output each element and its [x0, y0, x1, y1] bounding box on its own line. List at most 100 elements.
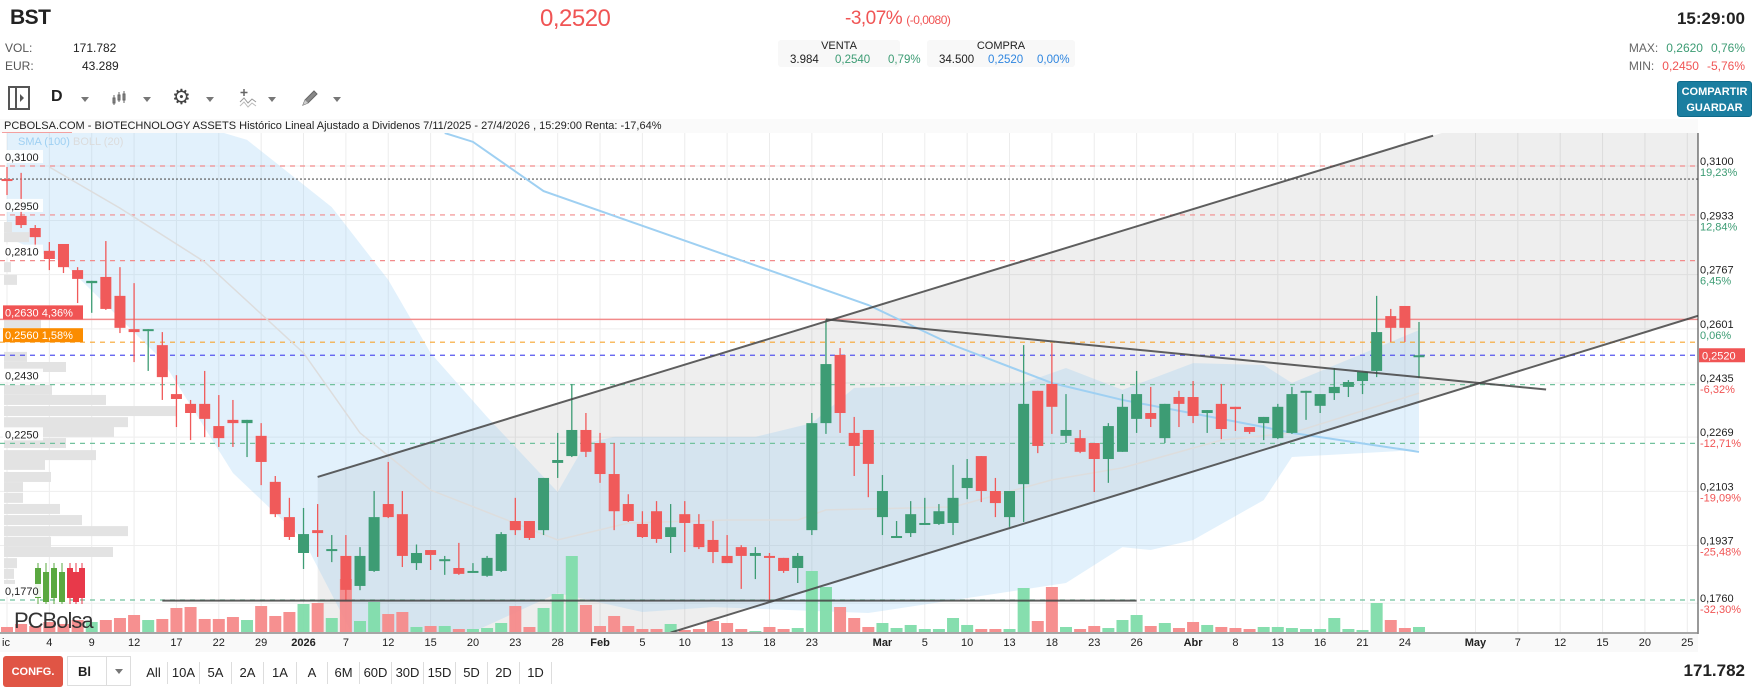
volume-bar [975, 629, 988, 632]
volume-bar [509, 606, 522, 632]
volume-bar [113, 618, 126, 632]
candle [1342, 380, 1354, 398]
chart-type-select[interactable]: Bl [67, 656, 131, 686]
range-button-a[interactable]: A [297, 662, 328, 684]
volume-bar [579, 604, 592, 632]
candle [608, 443, 620, 531]
candle [552, 432, 564, 478]
pencil-icon[interactable] [300, 88, 320, 113]
range-button-1d[interactable]: 1D [520, 662, 552, 684]
candle-body [594, 443, 606, 475]
candle-body [298, 534, 310, 553]
volume-value: 171.782 [72, 41, 117, 55]
volume-bar [43, 621, 56, 632]
x-axis-label: 17 [170, 637, 182, 649]
range-button-2a[interactable]: 2A [232, 662, 264, 684]
range-button-15d[interactable]: 15D [424, 662, 456, 684]
config-button[interactable]: CONFG. [3, 656, 63, 687]
indicators-icon[interactable] [238, 88, 258, 113]
candle [594, 432, 606, 483]
candle [382, 461, 394, 519]
volume-profile-bar [4, 568, 14, 579]
euro-value: 43.289 [81, 59, 119, 73]
chevron-down-icon[interactable] [115, 669, 123, 674]
chart-title: PCBOLSA.COM - BIOTECHNOLOGY ASSETS Histó… [0, 119, 1698, 133]
period-selector[interactable]: D [51, 88, 63, 105]
range-button-6m[interactable]: 6M [328, 662, 360, 684]
share-save-button[interactable]: COMPARTIR GUARDAR [1677, 81, 1752, 117]
volume-bar [156, 618, 169, 632]
candle [891, 521, 903, 539]
level-label-box [3, 305, 83, 320]
range-button-5a[interactable]: 5A [200, 662, 232, 684]
level-label: 0,3100 [5, 152, 39, 164]
indicators-chevron-down-icon[interactable] [268, 97, 276, 102]
candle-body [707, 539, 719, 553]
range-button-60d[interactable]: 60D [360, 662, 392, 684]
y-axis-label: 0,2435 [1700, 373, 1734, 385]
settings-chevron-down-icon[interactable] [206, 97, 214, 102]
volume-bar [438, 626, 451, 632]
candle [693, 514, 705, 550]
x-axis-label: 29 [255, 637, 267, 649]
volume-bar [622, 626, 635, 632]
volume-bar [551, 593, 564, 632]
candlestick-icon[interactable] [111, 89, 129, 112]
candle [100, 241, 112, 310]
candle [1004, 490, 1016, 527]
volume-bar [184, 607, 197, 632]
level-label-bg [3, 150, 43, 163]
volume-bar [749, 631, 762, 632]
range-button-30d[interactable]: 30D [392, 662, 424, 684]
candle-body [735, 547, 747, 556]
min-pct: -5,76% [1706, 59, 1745, 73]
gear-icon[interactable]: ⚙ [172, 86, 191, 109]
volume-profile-bar [4, 547, 113, 558]
candle-body [213, 426, 225, 439]
candle-body [1244, 427, 1256, 432]
candle [1116, 394, 1128, 452]
candle [1060, 394, 1072, 444]
candle-body [170, 394, 182, 399]
volume-profile-bar [4, 222, 12, 233]
candle-body [156, 345, 168, 378]
range-button-1a[interactable]: 1A [264, 662, 297, 684]
candle-body [919, 522, 931, 525]
candle-body [1004, 490, 1016, 518]
legend-sma[interactable]: SMA (100) [18, 136, 70, 148]
volume-bar [354, 620, 366, 632]
volume-bar [608, 615, 621, 632]
candle-body [57, 243, 69, 268]
volume-profile-bar [4, 492, 23, 503]
candle [580, 413, 592, 458]
candle-body [1131, 394, 1143, 419]
range-button-all[interactable]: All [140, 662, 168, 684]
range-button-5d[interactable]: 5D [456, 662, 488, 684]
volume-bar [1201, 624, 1214, 632]
x-axis-label: 15 [1596, 637, 1608, 649]
panel-toggle-icon[interactable] [8, 86, 30, 110]
range-button-2d[interactable]: 2D [488, 662, 520, 684]
range-button-10a[interactable]: 10A [168, 662, 200, 684]
volume-bar [565, 556, 578, 632]
x-axis-label: Feb [590, 637, 610, 649]
candle [679, 501, 691, 553]
candle-body [15, 215, 27, 226]
candle [467, 563, 479, 573]
x-axis-label: 8 [1232, 637, 1238, 649]
legend-boll[interactable]: BOLL (20) [73, 136, 124, 148]
x-axis-label: 13 [1272, 637, 1284, 649]
volume-bar [1088, 626, 1101, 632]
chart-title-text: PCBOLSA.COM - BIOTECHNOLOGY ASSETS Histó… [4, 120, 662, 132]
volume-bar [664, 623, 677, 632]
chart-type-chevron-down-icon[interactable] [143, 97, 151, 102]
candle-body [142, 329, 154, 332]
volume-bar [523, 626, 536, 632]
candle-body [749, 552, 761, 556]
volume-bar [1356, 629, 1369, 632]
candle [185, 399, 197, 441]
drawing-chevron-down-icon[interactable] [333, 97, 341, 102]
volume-bar [707, 620, 719, 632]
period-chevron-down-icon[interactable] [81, 97, 89, 102]
